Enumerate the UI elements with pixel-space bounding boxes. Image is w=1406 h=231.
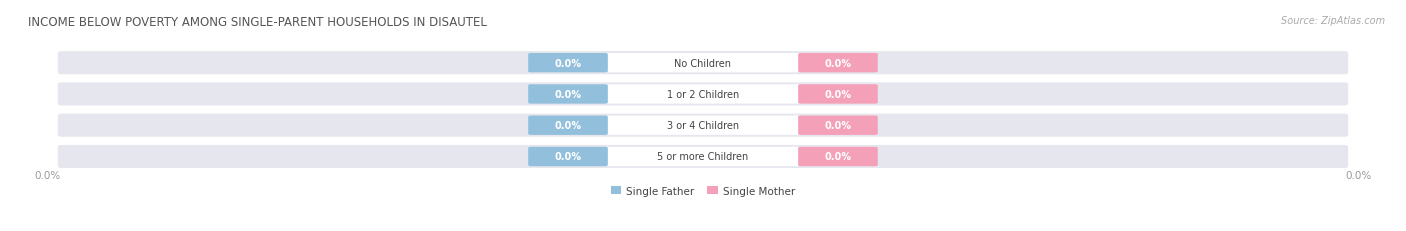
Text: Source: ZipAtlas.com: Source: ZipAtlas.com [1281, 16, 1385, 26]
FancyBboxPatch shape [606, 54, 800, 73]
Legend: Single Father, Single Mother: Single Father, Single Mother [607, 182, 799, 200]
Text: 0.0%: 0.0% [824, 90, 852, 100]
FancyBboxPatch shape [606, 85, 800, 104]
Text: 0.0%: 0.0% [554, 121, 582, 131]
FancyBboxPatch shape [58, 114, 1348, 137]
Text: 0.0%: 0.0% [824, 152, 852, 162]
FancyBboxPatch shape [58, 83, 1348, 106]
Text: 0.0%: 0.0% [554, 90, 582, 100]
Text: 5 or more Children: 5 or more Children [658, 152, 748, 162]
Text: 0.0%: 0.0% [554, 152, 582, 162]
FancyBboxPatch shape [799, 54, 877, 73]
FancyBboxPatch shape [529, 85, 607, 104]
Text: INCOME BELOW POVERTY AMONG SINGLE-PARENT HOUSEHOLDS IN DISAUTEL: INCOME BELOW POVERTY AMONG SINGLE-PARENT… [28, 16, 486, 29]
FancyBboxPatch shape [799, 116, 877, 135]
Text: 0.0%: 0.0% [824, 58, 852, 68]
FancyBboxPatch shape [529, 54, 607, 73]
FancyBboxPatch shape [799, 147, 877, 167]
FancyBboxPatch shape [529, 116, 607, 135]
FancyBboxPatch shape [58, 145, 1348, 168]
Text: No Children: No Children [675, 58, 731, 68]
FancyBboxPatch shape [58, 52, 1348, 75]
FancyBboxPatch shape [606, 116, 800, 135]
FancyBboxPatch shape [606, 147, 800, 167]
Text: 0.0%: 0.0% [35, 170, 60, 180]
Text: 0.0%: 0.0% [554, 58, 582, 68]
Text: 1 or 2 Children: 1 or 2 Children [666, 90, 740, 100]
FancyBboxPatch shape [529, 147, 607, 167]
Text: 0.0%: 0.0% [824, 121, 852, 131]
Text: 0.0%: 0.0% [1346, 170, 1371, 180]
Text: 3 or 4 Children: 3 or 4 Children [666, 121, 740, 131]
FancyBboxPatch shape [799, 85, 877, 104]
